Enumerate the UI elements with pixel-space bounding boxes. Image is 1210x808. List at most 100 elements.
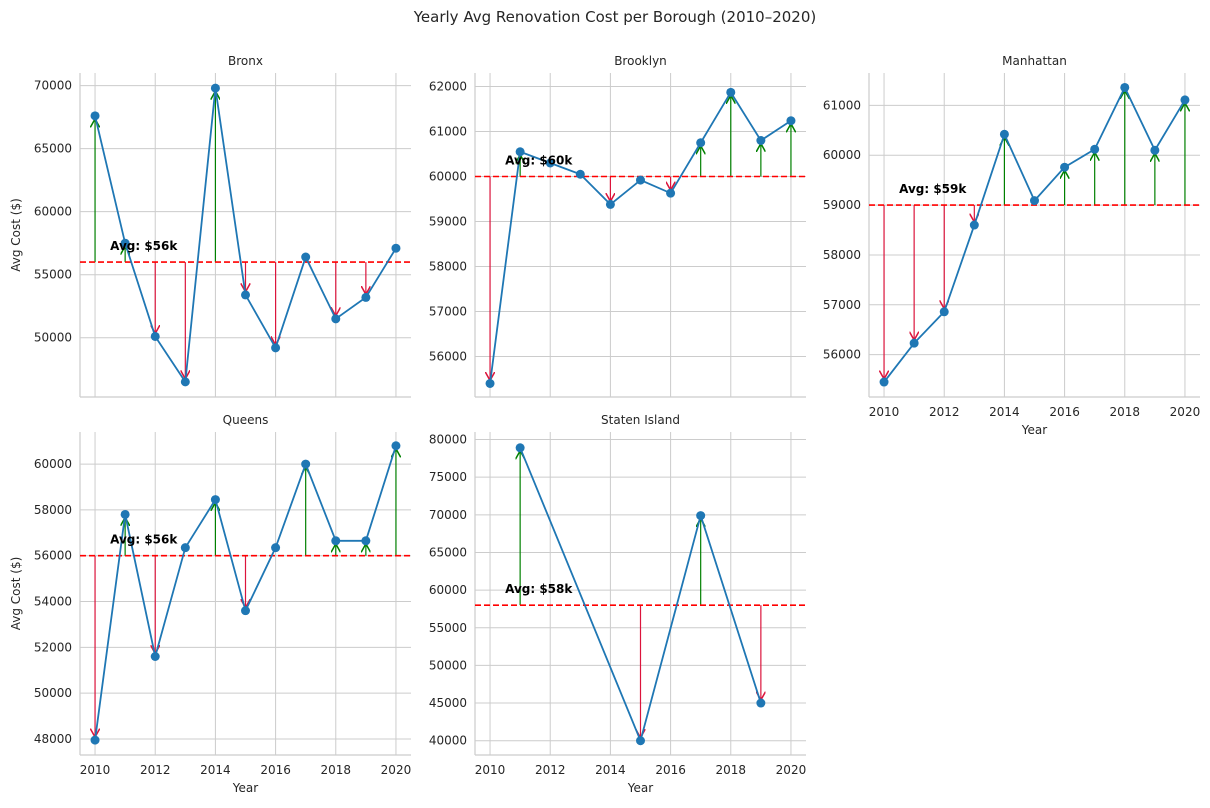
data-point [726, 87, 736, 97]
x-tick-label: 2014 [989, 405, 1020, 419]
y-axis-label: Avg Cost ($) [9, 198, 23, 272]
y-tick-label: 50000 [34, 331, 72, 345]
y-tick-label: 57000 [823, 298, 861, 312]
y-tick-label: 54000 [34, 595, 72, 609]
data-point [241, 606, 250, 616]
data-point [1090, 144, 1100, 154]
data-point [786, 116, 796, 126]
data-point [909, 338, 919, 348]
data-point [666, 188, 676, 198]
x-tick-label: 2020 [381, 763, 412, 777]
data-point [485, 379, 495, 388]
y-tick-label: 60000 [34, 205, 72, 219]
y-tick-label: 45000 [429, 696, 467, 710]
panel-manhattan: Manhattan 56000 57000 58000 59000 60000 61000 2… [823, 54, 1200, 437]
y-tick-label: 58000 [429, 260, 467, 274]
data-point [150, 331, 160, 341]
x-tick-label: 2014 [200, 763, 231, 777]
x-tick-label: 2016 [260, 763, 291, 777]
x-axis-label: Year [1021, 423, 1047, 437]
x-tick-label: 2020 [1170, 405, 1201, 419]
panel-title: Brooklyn [614, 54, 667, 68]
y-tick-label: 50000 [429, 658, 467, 672]
x-tick-label: 2014 [595, 763, 626, 777]
average-label: Avg: $60k [505, 154, 573, 168]
data-point [756, 136, 766, 145]
y-tick-label: 59000 [823, 198, 861, 212]
data-point [545, 158, 555, 168]
x-tick-label: 2010 [80, 763, 111, 777]
panel-title: Queens [223, 413, 269, 427]
panel-queens: Queens 48000 50000 52000 54000 56000 58000 6000… [9, 413, 411, 795]
data-point [1150, 145, 1160, 155]
x-axis-label: Year [232, 781, 258, 795]
series-line [883, 85, 1186, 383]
y-tick-label: 60000 [429, 583, 467, 597]
data-point [361, 536, 371, 546]
data-point [515, 443, 525, 453]
y-tick-label: 58000 [823, 248, 861, 262]
panel-brooklyn: Brooklyn 56000 57000 58000 59000 60000 61000 62… [429, 54, 806, 398]
data-point [361, 292, 371, 302]
data-point [180, 377, 190, 387]
panel-bronx: Bronx 50000 55000 60000 65000 70000 Avg Cost (… [9, 54, 411, 398]
x-tick-label: 2018 [1109, 405, 1140, 419]
y-tick-label: 61000 [429, 125, 467, 139]
data-point [696, 138, 706, 148]
data-point [1180, 95, 1190, 105]
data-point [1060, 162, 1070, 172]
y-tick-label: 58000 [34, 503, 72, 517]
panel-title: Staten Island [601, 413, 680, 427]
average-label: Avg: $59k [899, 182, 967, 196]
data-point [515, 147, 525, 157]
y-tick-label: 50000 [34, 686, 72, 700]
x-tick-label: 2018 [320, 763, 351, 777]
y-axis-label: Avg Cost ($) [9, 557, 23, 631]
data-point [756, 698, 766, 708]
y-tick-label: 56000 [34, 549, 72, 563]
y-tick-label: 62000 [429, 80, 467, 94]
data-point [331, 536, 341, 546]
data-point [120, 509, 130, 519]
series-line [489, 90, 792, 384]
data-point [1120, 82, 1130, 92]
data-point [120, 238, 130, 248]
y-tick-label: 52000 [34, 640, 72, 654]
data-point [636, 736, 645, 746]
y-tick-label: 48000 [34, 732, 72, 746]
y-tick-label: 40000 [429, 734, 467, 748]
x-tick-label: 2016 [655, 763, 686, 777]
y-tick-label: 65000 [429, 545, 467, 559]
y-tick-label: 55000 [34, 268, 72, 282]
data-point [999, 129, 1009, 139]
panel-staten-island: Staten Island 40000 45000 50000 55000 60000 65… [429, 413, 806, 795]
x-tick-label: 2012 [140, 763, 171, 777]
data-point [969, 220, 979, 230]
data-point [301, 252, 311, 262]
data-point [331, 314, 341, 324]
y-tick-label: 75000 [429, 470, 467, 484]
data-point [180, 543, 190, 553]
data-point [605, 199, 615, 209]
x-tick-label: 2010 [475, 763, 506, 777]
panel-title: Bronx [228, 54, 263, 68]
y-tick-label: 80000 [429, 433, 467, 447]
y-tick-label: 59000 [429, 215, 467, 229]
average-label: Avg: $56k [110, 533, 178, 547]
data-point [696, 511, 706, 521]
y-tick-label: 55000 [429, 621, 467, 635]
y-tick-label: 56000 [823, 348, 861, 362]
y-tick-label: 57000 [429, 305, 467, 319]
panel-title: Manhattan [1002, 54, 1067, 68]
data-point [90, 735, 100, 745]
data-point [271, 343, 281, 353]
series-line [519, 447, 762, 744]
data-point [210, 83, 220, 93]
data-point [391, 243, 401, 253]
y-tick-label: 56000 [429, 350, 467, 364]
y-tick-label: 61000 [823, 98, 861, 112]
data-point [210, 495, 220, 505]
data-point [939, 307, 949, 317]
average-label: Avg: $56k [110, 239, 178, 253]
